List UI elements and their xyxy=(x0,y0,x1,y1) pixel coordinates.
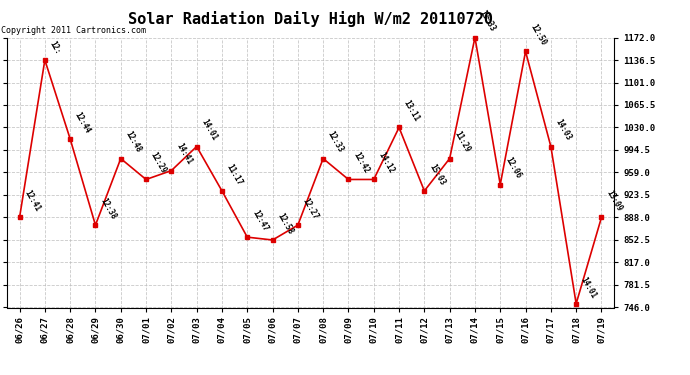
Text: 14:12: 14:12 xyxy=(377,151,396,175)
Text: 12:42: 12:42 xyxy=(351,151,371,175)
Text: 14:01: 14:01 xyxy=(579,275,598,300)
Text: 15:03: 15:03 xyxy=(427,162,446,187)
Text: 12:58: 12:58 xyxy=(275,211,295,236)
Text: 12:06: 12:06 xyxy=(503,156,522,180)
Text: 12:41: 12:41 xyxy=(22,189,41,213)
Text: Solar Radiation Daily High W/m2 20110720: Solar Radiation Daily High W/m2 20110720 xyxy=(128,11,493,27)
Text: 12:48: 12:48 xyxy=(124,130,143,154)
Text: 12:: 12: xyxy=(48,39,62,56)
Text: 12:47: 12:47 xyxy=(250,209,269,233)
Text: 14:03: 14:03 xyxy=(553,118,573,142)
Text: 13:33: 13:33 xyxy=(477,9,497,33)
Text: 12:33: 12:33 xyxy=(326,130,345,154)
Text: 14:01: 14:01 xyxy=(199,118,219,142)
Text: 12:50: 12:50 xyxy=(529,23,548,47)
Text: 12:38: 12:38 xyxy=(98,196,117,221)
Text: Copyright 2011 Cartronics.com: Copyright 2011 Cartronics.com xyxy=(1,26,146,35)
Text: 11:29: 11:29 xyxy=(453,130,472,154)
Text: 12:27: 12:27 xyxy=(301,196,320,221)
Text: 13:09: 13:09 xyxy=(604,189,624,213)
Text: 12:29: 12:29 xyxy=(149,151,168,175)
Text: 12:44: 12:44 xyxy=(73,110,92,135)
Text: 13:11: 13:11 xyxy=(402,99,421,123)
Text: 11:17: 11:17 xyxy=(225,162,244,187)
Text: 14:41: 14:41 xyxy=(174,142,193,166)
